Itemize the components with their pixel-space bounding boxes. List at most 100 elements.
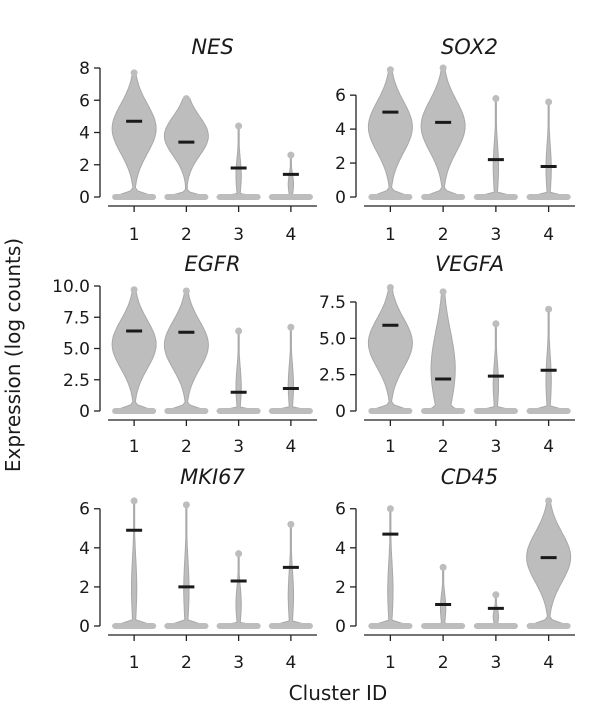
x-tick-label: 3 [490,437,501,457]
x-tick-label: 2 [438,653,449,673]
max-point [130,69,138,77]
y-tick-label: 0 [79,188,90,208]
zero-points [526,194,571,200]
y-tick-label: 2 [335,154,346,174]
x-tick-label: 2 [181,437,192,457]
y-tick-label: 2.5 [319,366,346,386]
x-tick-label: 3 [233,225,244,245]
max-point [182,287,190,295]
x-tick-label: 3 [233,437,244,457]
y-tick-label: 6 [335,86,346,106]
y-tick-label: 7.5 [63,308,90,328]
zero-points [164,194,209,200]
zero-points [421,194,466,200]
violin-cluster-1 [367,69,413,198]
x-tick-label: 3 [233,653,244,673]
zero-points [368,194,413,200]
y-tick-label: 4 [335,539,346,559]
violin-cluster-2 [163,98,209,198]
x-tick-label: 4 [543,225,554,245]
max-point [439,64,447,72]
violin-cluster-4 [268,326,313,412]
panel-title: CD45 [441,465,499,489]
zero-points [268,623,313,629]
x-tick-label: 3 [490,225,501,245]
max-point [492,591,500,599]
violin-cluster-4 [268,523,314,627]
y-axis-label: Expression (log counts) [1,238,25,472]
max-point [235,327,243,335]
x-tick-label: 3 [490,653,501,673]
violin-cluster-1 [368,508,413,627]
zero-points [112,623,157,629]
panel-sox2: SOX2 0 2 4 6 1 2 3 4 [335,35,575,245]
max-point [545,305,553,313]
max-point [130,497,138,505]
x-tick-label: 1 [385,225,396,245]
zero-points [216,623,261,629]
panel-title: SOX2 [441,35,498,59]
max-point [182,501,190,509]
violin-cluster-2 [163,290,209,412]
x-tick-label: 2 [181,653,192,673]
x-tick-label: 2 [438,437,449,457]
y-tick-label: 4 [335,120,346,140]
y-tick-label: 2 [79,156,90,176]
x-axis-label: Cluster ID [289,681,388,705]
violin-cluster-1 [111,500,157,627]
y-tick-label: 0 [335,617,346,637]
max-point [235,550,243,558]
y-tick-label: 2.5 [63,371,90,391]
x-tick-label: 1 [129,437,140,457]
panel-title: MKI67 [180,465,245,489]
violin-cluster-1 [367,287,413,412]
x-tick-label: 4 [543,437,554,457]
violin-cluster-3 [473,594,518,627]
y-tick-label: 6 [335,500,346,520]
zero-points [164,408,209,414]
y-tick-label: 8 [79,59,90,79]
x-tick-label: 2 [181,225,192,245]
x-tick-label: 1 [385,653,396,673]
max-point [130,286,138,294]
y-tick-label: 0 [335,188,346,208]
zero-points [216,194,261,200]
violin-cluster-2 [421,566,466,627]
zero-points [473,408,518,414]
zero-points [216,408,261,414]
max-point [287,151,295,159]
y-tick-label: 2 [335,578,346,598]
zero-points [368,408,413,414]
x-tick-label: 4 [543,653,554,673]
panel-title: NES [191,35,233,59]
violin-cluster-3 [216,553,261,627]
max-point [287,323,295,331]
y-tick-label: 0 [79,617,90,637]
panel-egfr: EGFR 0 2.5 5.0 7.5 10.0 1 2 3 4 [52,252,317,457]
x-tick-label: 4 [285,225,296,245]
x-tick-label: 1 [129,653,140,673]
max-point [439,563,447,571]
violin-cluster-2 [420,291,466,412]
violin-cluster-4 [526,500,572,627]
violin-cluster-1 [111,289,157,412]
y-tick-label: 7.5 [319,293,346,313]
zero-points [268,408,313,414]
y-tick-label: 5.0 [63,340,90,360]
panel-mki67: MKI67 0 2 4 6 1 2 3 4 [79,465,317,673]
y-tick-label: 6 [79,500,90,520]
zero-points [473,623,518,629]
y-tick-label: 5.0 [319,329,346,349]
violin-cluster-1 [111,72,157,198]
max-point [545,497,553,505]
zero-points [526,408,571,414]
y-tick-label: 2 [79,578,90,598]
x-tick-label: 4 [285,653,296,673]
panel-nes: NES 0 2 4 6 8 1 2 3 4 [79,35,317,245]
x-tick-label: 1 [129,225,140,245]
max-point [287,520,295,528]
zero-points [526,623,571,629]
y-tick-label: 10.0 [52,277,90,297]
